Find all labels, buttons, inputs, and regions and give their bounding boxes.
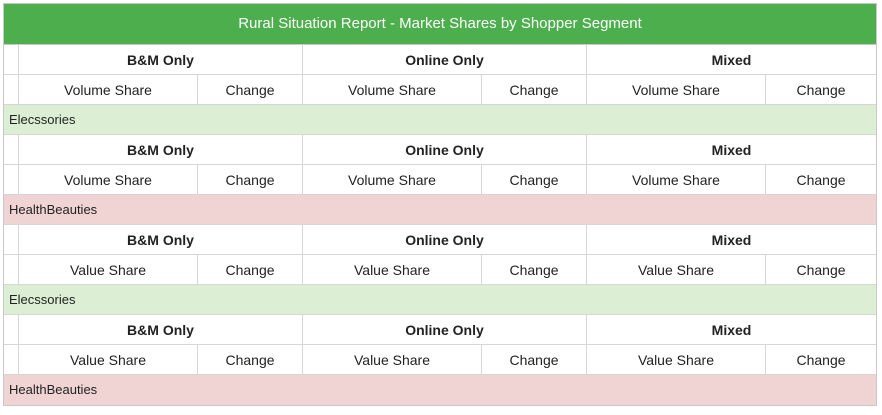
segment-header-row: B&M Only Online Only Mixed [4, 135, 876, 165]
change-column-header: Change [198, 255, 303, 284]
segment-header: Mixed [711, 141, 752, 158]
segment-block: B&M Only Online Only Mixed Volume Share Chan… [4, 45, 876, 135]
metric-column-header: Value Share [303, 345, 482, 374]
change-column-header: Change [198, 345, 303, 374]
metric-column-header: Value Share [19, 255, 198, 284]
category-row: HealthBeauties [4, 375, 876, 405]
row-gutter [4, 75, 19, 104]
segment-header: B&M Only [19, 45, 303, 74]
row-gutter [4, 135, 19, 164]
metric-column-header: Value Share [19, 345, 198, 374]
change-column-header: Change [482, 345, 587, 374]
segment-header: Mixed [711, 231, 752, 248]
metric-column-header: Value Share [587, 345, 766, 374]
change-column-header: Change [482, 75, 587, 104]
change-column-header: Change [796, 81, 846, 98]
row-gutter [4, 165, 19, 194]
metric-column-header: Volume Share [19, 75, 198, 104]
change-column-header: Change [796, 351, 846, 368]
row-gutter [4, 45, 19, 74]
segment-header: Online Only [303, 315, 587, 344]
category-row: Elecssories [4, 285, 876, 315]
segment-block: B&M Only Online Only Mixed Value Share Chang… [4, 225, 876, 315]
change-column-header: Change [198, 165, 303, 194]
row-gutter [4, 315, 19, 344]
segment-block: B&M Only Online Only Mixed Volume Share Chan… [4, 135, 876, 225]
metric-header-row: Value Share Change Value Share Change Value … [4, 255, 876, 285]
metric-column-header: Volume Share [587, 165, 766, 194]
report-body: B&M Only Online Only Mixed Volume Share Chan… [4, 45, 876, 405]
change-column-header: Change [796, 261, 846, 278]
segment-header: Mixed [711, 321, 752, 338]
change-column-header: Change [198, 75, 303, 104]
row-gutter [4, 255, 19, 284]
metric-column-header: Volume Share [303, 165, 482, 194]
segment-header-row: B&M Only Online Only Mixed [4, 45, 876, 75]
segment-header: Online Only [303, 135, 587, 164]
category-row: HealthBeauties [4, 195, 876, 225]
row-gutter [4, 345, 19, 374]
segment-block: B&M Only Online Only Mixed Value Share Chang… [4, 315, 876, 405]
metric-header-row: Volume Share Change Volume Share Change Volu… [4, 165, 876, 195]
change-column-header: Change [482, 255, 587, 284]
row-gutter [4, 225, 19, 254]
segment-header: Online Only [303, 225, 587, 254]
segment-header: B&M Only [19, 225, 303, 254]
segment-header: B&M Only [19, 315, 303, 344]
segment-header-row: B&M Only Online Only Mixed [4, 315, 876, 345]
metric-header-row: Volume Share Change Volume Share Change Volu… [4, 75, 876, 105]
metric-column-header: Volume Share [303, 75, 482, 104]
segment-header-row: B&M Only Online Only Mixed [4, 225, 876, 255]
report-title: Rural Situation Report - Market Shares b… [4, 4, 876, 45]
market-share-report: Rural Situation Report - Market Shares b… [3, 3, 877, 406]
category-row: Elecssories [4, 105, 876, 135]
segment-header: Online Only [303, 45, 587, 74]
metric-column-header: Volume Share [19, 165, 198, 194]
change-column-header: Change [796, 171, 846, 188]
metric-column-header: Value Share [303, 255, 482, 284]
segment-header: B&M Only [19, 135, 303, 164]
metric-header-row: Value Share Change Value Share Change Value … [4, 345, 876, 375]
metric-column-header: Volume Share [587, 75, 766, 104]
change-column-header: Change [482, 165, 587, 194]
segment-header: Mixed [711, 51, 752, 68]
metric-column-header: Value Share [587, 255, 766, 284]
